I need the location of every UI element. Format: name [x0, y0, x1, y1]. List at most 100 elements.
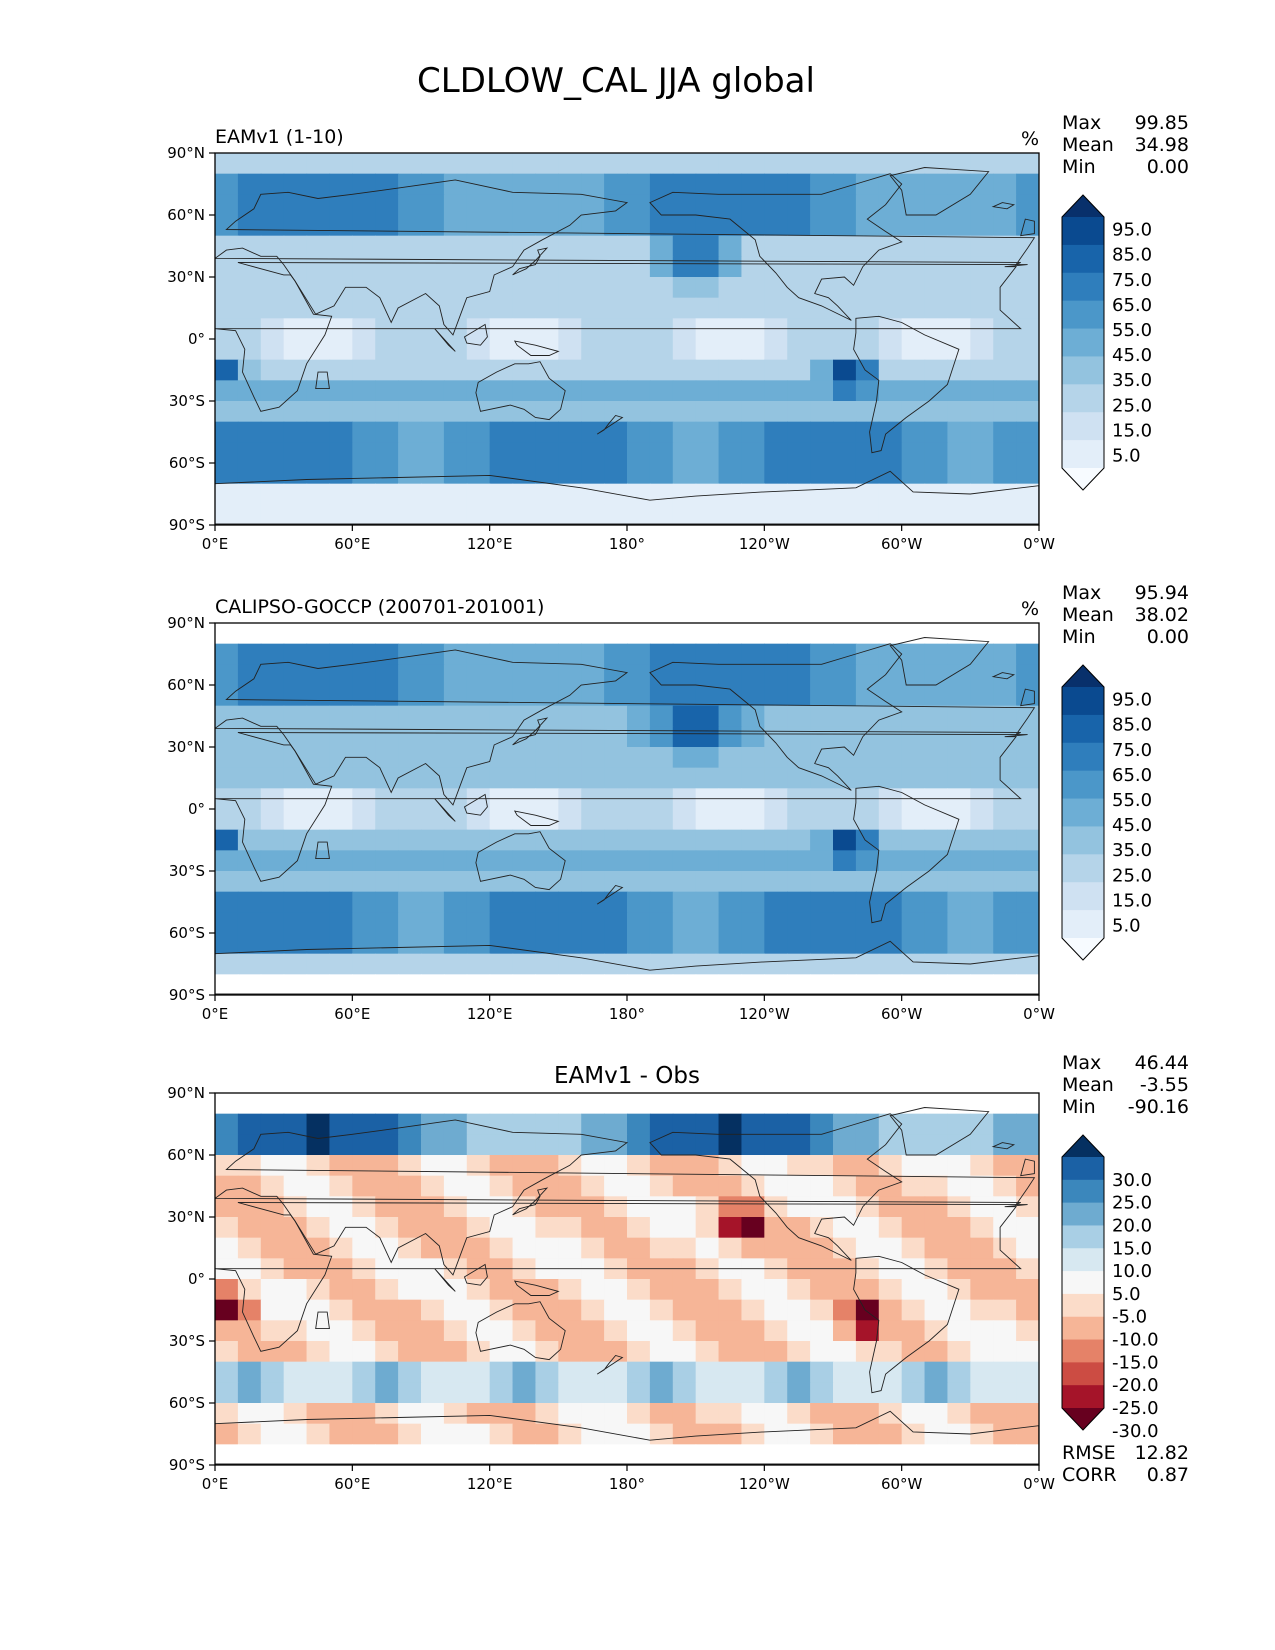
footer-stat-value: 0.87 — [1147, 1464, 1189, 1486]
lat-tick-label: 0° — [188, 330, 205, 348]
colorbar-label: 45.0 — [1112, 345, 1152, 366]
field-shading — [215, 1093, 1039, 1465]
stat-label: Min — [1062, 626, 1096, 648]
colorbar-label: 15.0 — [1112, 890, 1152, 911]
stat-label: Max — [1062, 1052, 1101, 1074]
lat-tick-label: 60°S — [169, 454, 205, 472]
stat-value: 46.44 — [1135, 1052, 1189, 1074]
colorbar-label: 75.0 — [1112, 270, 1152, 291]
lon-tick-label: 60°E — [334, 1475, 370, 1493]
field-shading — [215, 153, 1039, 525]
lon-tick-label: 180° — [609, 1475, 645, 1493]
lat-tick-label: 30°S — [169, 392, 205, 410]
colorbar-label: 65.0 — [1112, 295, 1152, 316]
colorbar-label: -10.0 — [1112, 1330, 1159, 1351]
colorbar-label: -25.0 — [1112, 1398, 1159, 1419]
colorbar-label: -20.0 — [1112, 1375, 1159, 1396]
lon-tick-label: 180° — [609, 1005, 645, 1023]
lat-tick-label: 90°N — [167, 144, 205, 162]
lat-tick-label: 90°S — [169, 516, 205, 534]
lon-tick-label: 60°E — [334, 535, 370, 553]
colorbar-label: 65.0 — [1112, 765, 1152, 786]
colorbar: 30.025.020.015.010.05.0-5.0-10.0-15.0-20… — [1061, 1134, 1159, 1442]
lon-tick-label: 0°W — [1023, 535, 1055, 553]
lon-tick-label: 60°E — [334, 1005, 370, 1023]
colorbar-label: 75.0 — [1112, 740, 1152, 761]
colorbar-label: 25.0 — [1112, 395, 1152, 416]
stat-label: Max — [1062, 112, 1101, 134]
colorbar-label: 20.0 — [1112, 1215, 1152, 1236]
lon-tick-label: 0°W — [1023, 1475, 1055, 1493]
map-panel-model: EAMv1 (1-10) %90°N60°N30°N0°30°S60°S90°S0… — [167, 112, 1189, 553]
colorbar-label: 25.0 — [1112, 1193, 1152, 1214]
lon-tick-label: 180° — [609, 535, 645, 553]
figure-title: CLDLOW_CAL JJA global — [417, 61, 815, 101]
colorbar-label: 30.0 — [1112, 1170, 1152, 1191]
lat-tick-label: 30°S — [169, 1332, 205, 1350]
footer-stat-value: 12.82 — [1135, 1442, 1189, 1464]
colorbar-label: 15.0 — [1112, 420, 1152, 441]
lon-tick-label: 60°W — [881, 1475, 923, 1493]
lat-tick-label: 30°N — [167, 268, 205, 286]
lon-tick-label: 0°E — [202, 1475, 229, 1493]
stat-value: 0.00 — [1147, 156, 1189, 178]
lat-tick-label: 30°N — [167, 738, 205, 756]
stat-value: 95.94 — [1135, 582, 1189, 604]
lat-tick-label: 60°N — [167, 1146, 205, 1164]
colorbar-label: 55.0 — [1112, 320, 1152, 341]
lon-tick-label: 0°W — [1023, 1005, 1055, 1023]
lat-tick-label: 0° — [188, 1270, 205, 1288]
lon-tick-label: 120°E — [467, 1475, 513, 1493]
stat-label: Min — [1062, 1096, 1096, 1118]
colorbar-label: 25.0 — [1112, 865, 1152, 886]
lat-tick-label: 60°N — [167, 206, 205, 224]
stat-value: -3.55 — [1140, 1074, 1189, 1096]
footer-stat-label: CORR — [1062, 1464, 1117, 1486]
lat-tick-label: 0° — [188, 800, 205, 818]
colorbar-label: -15.0 — [1112, 1352, 1159, 1373]
stat-label: Min — [1062, 156, 1096, 178]
colorbar: 95.0 85.0 75.0 65.0 55.0 45.0 35.0 25.0 15.0 5.0 — [1061, 194, 1152, 491]
stat-label: Max — [1062, 582, 1101, 604]
stat-value: 0.00 — [1147, 626, 1189, 648]
colorbar-label: 5.0 — [1112, 445, 1141, 466]
stat-label: Mean — [1062, 134, 1114, 156]
colorbar-label: 85.0 — [1112, 715, 1152, 736]
lat-tick-label: 90°S — [169, 1456, 205, 1474]
colorbar-label: 5.0 — [1112, 915, 1141, 936]
panel-title: CALIPSO-GOCCP (200701-201001) — [215, 596, 544, 618]
stat-label: Mean — [1062, 604, 1114, 626]
lon-tick-label: 120°W — [739, 1475, 790, 1493]
units-label: % — [1021, 598, 1039, 620]
field-shading — [215, 623, 1039, 995]
lat-tick-label: 90°N — [167, 614, 205, 632]
stat-value: 38.02 — [1135, 604, 1189, 626]
colorbar-label: 95.0 — [1112, 220, 1152, 241]
stat-value: 34.98 — [1135, 134, 1189, 156]
lon-tick-label: 120°W — [739, 1005, 790, 1023]
colorbar-label: 15.0 — [1112, 1238, 1152, 1259]
stat-label: Mean — [1062, 1074, 1114, 1096]
units-label: % — [1021, 128, 1039, 150]
colorbar-label: 35.0 — [1112, 370, 1152, 391]
lat-tick-label: 60°S — [169, 924, 205, 942]
colorbar-label: 95.0 — [1112, 690, 1152, 711]
stat-value: 99.85 — [1135, 112, 1189, 134]
footer-stat-label: RMSE — [1062, 1442, 1116, 1464]
lon-tick-label: 0°E — [202, 535, 229, 553]
lat-tick-label: 30°N — [167, 1208, 205, 1226]
map-panel-obs: CALIPSO-GOCCP (200701-201001) % 90°N 60°N 30… — [167, 582, 1189, 1023]
colorbar: 95.0 85.0 75.0 65.0 55.0 45.0 35.0 25.0 15.0 5.0 — [1061, 664, 1152, 961]
map-panel-diff: EAMv1 - Obs 90°N 60°N 30°N 0° 30°S 60°S 90°S0°E… — [167, 1052, 1189, 1493]
lat-tick-label: 60°N — [167, 676, 205, 694]
lon-tick-label: 120°W — [739, 535, 790, 553]
lon-tick-label: 120°E — [467, 535, 513, 553]
lat-tick-label: 60°S — [169, 1394, 205, 1412]
lon-tick-label: 60°W — [881, 535, 923, 553]
colorbar-label: -30.0 — [1112, 1421, 1159, 1442]
lon-tick-label: 60°W — [881, 1005, 923, 1023]
coastlines — [215, 637, 1039, 995]
lon-tick-label: 0°E — [202, 1005, 229, 1023]
lon-tick-label: 120°E — [467, 1005, 513, 1023]
